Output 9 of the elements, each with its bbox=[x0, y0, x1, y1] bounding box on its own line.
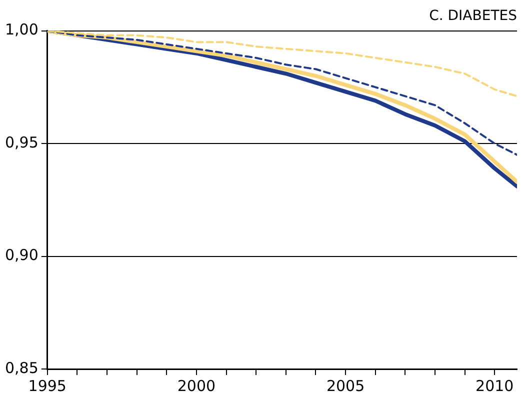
x-tick-label: 2010 bbox=[476, 376, 514, 395]
chart-title: C. DIABETES bbox=[429, 8, 518, 24]
x-tick-label: 2005 bbox=[326, 376, 365, 395]
y-tick-label: 0,95 bbox=[4, 133, 38, 152]
x-tick-label: 1995 bbox=[28, 376, 66, 395]
y-tick-label: 0,90 bbox=[4, 246, 38, 264]
y-tick-label: 0,85 bbox=[4, 358, 38, 377]
x-tick-label: 2000 bbox=[177, 376, 216, 395]
y-tick-label: 1,00 bbox=[4, 20, 38, 39]
